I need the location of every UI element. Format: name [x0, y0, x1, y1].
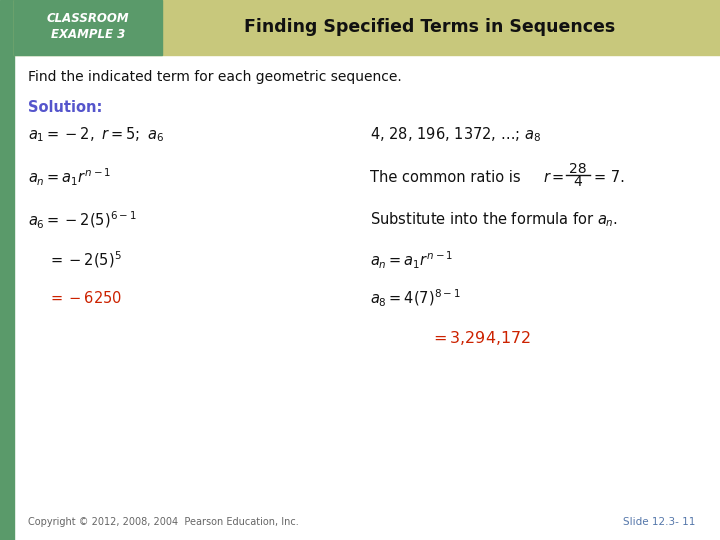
Text: CLASSROOM: CLASSROOM [47, 12, 130, 25]
Text: EXAMPLE 3: EXAMPLE 3 [51, 29, 125, 42]
Text: $a_1 = -2,\ r = 5;\ a_6$: $a_1 = -2,\ r = 5;\ a_6$ [28, 126, 164, 144]
Text: Solution:: Solution: [28, 100, 102, 116]
Text: Slide 12.3- 11: Slide 12.3- 11 [623, 517, 695, 527]
Text: Copyright © 2012, 2008, 2004  Pearson Education, Inc.: Copyright © 2012, 2008, 2004 Pearson Edu… [28, 517, 299, 527]
Text: Find the indicated term for each geometric sequence.: Find the indicated term for each geometr… [28, 70, 402, 84]
Text: $a_n = a_1 r^{n-1}$: $a_n = a_1 r^{n-1}$ [28, 166, 111, 188]
Text: The common ratio is: The common ratio is [370, 170, 530, 185]
Text: 4: 4 [574, 175, 582, 189]
Text: 4, 28, 196, 1372, …; $a_8$: 4, 28, 196, 1372, …; $a_8$ [370, 126, 541, 144]
Text: $a_n = a_1 r^{n-1}$: $a_n = a_1 r^{n-1}$ [370, 249, 453, 271]
Text: = 7.: = 7. [594, 170, 625, 185]
Text: $= 3{,}294{,}172$: $= 3{,}294{,}172$ [430, 329, 531, 347]
Text: Finding Specified Terms in Sequences: Finding Specified Terms in Sequences [244, 18, 616, 36]
Bar [14, 0, 720, 55]
Text: $= -6250$: $= -6250$ [48, 290, 122, 306]
Text: Substitute into the formula for $a_n$.: Substitute into the formula for $a_n$. [370, 211, 618, 229]
Text: $a_6 = -2(5)^{6-1}$: $a_6 = -2(5)^{6-1}$ [28, 210, 137, 231]
Bar [0, 0, 14, 540]
Text: $= -2(5)^5$: $= -2(5)^5$ [48, 249, 122, 271]
Text: $a_8 = 4(7)^{8-1}$: $a_8 = 4(7)^{8-1}$ [370, 287, 461, 308]
Text: 28: 28 [570, 162, 587, 176]
Text: $r =$: $r =$ [543, 170, 564, 185]
Bar [14, 0, 162, 55]
